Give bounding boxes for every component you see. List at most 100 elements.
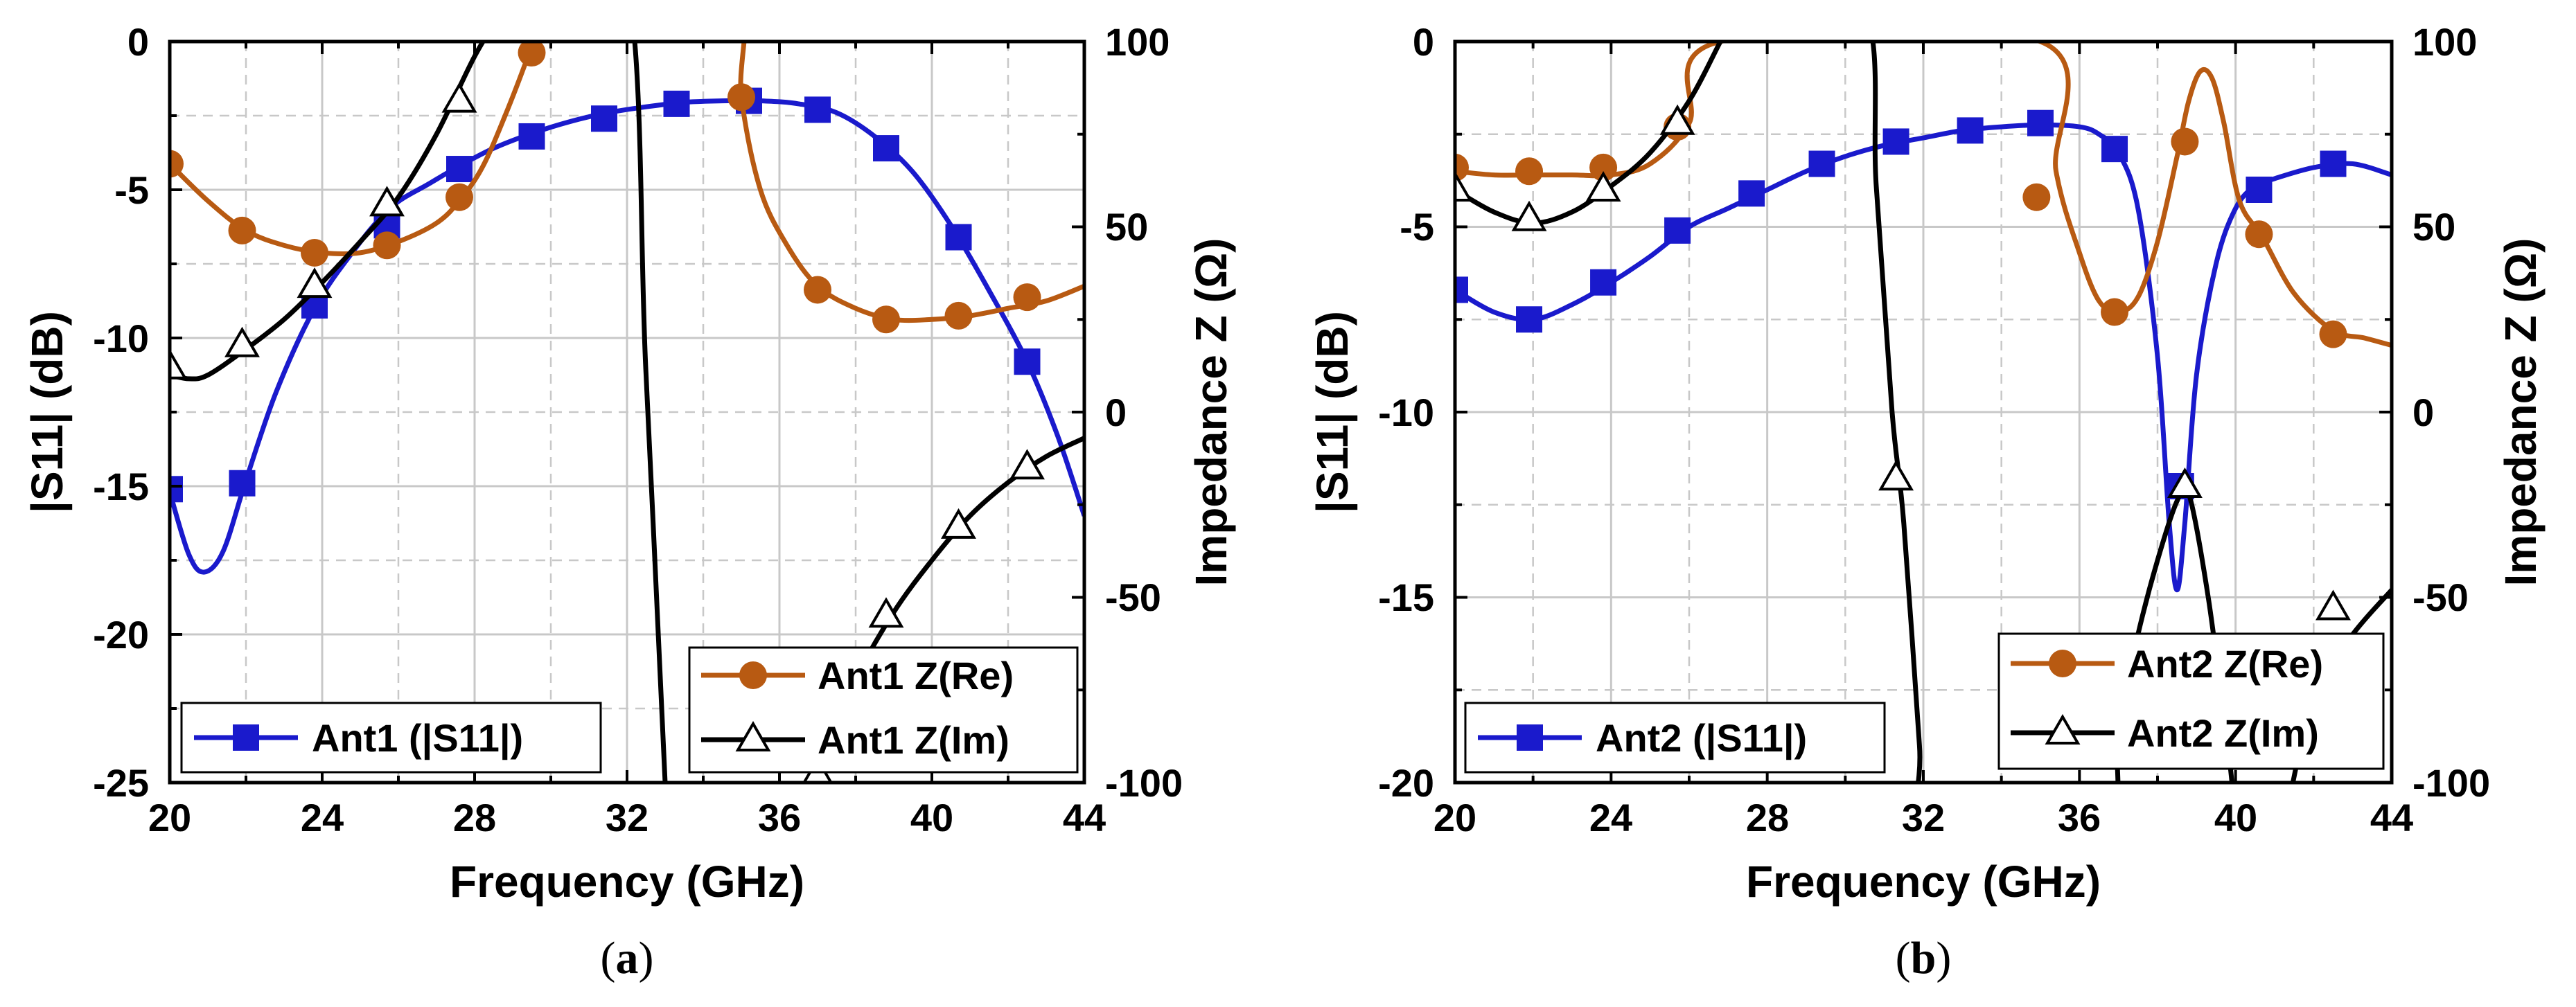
marker-triangle: [170, 348, 188, 380]
tick-marks-a: [168, 40, 1086, 784]
legend-label: Ant1 Z(Re): [818, 654, 1014, 697]
marker-square: [945, 224, 972, 251]
x-tick-label: 24: [301, 796, 344, 839]
marker-square: [1014, 348, 1041, 375]
marker-circle: [518, 42, 546, 67]
x-tick-label: 36: [758, 796, 801, 839]
marker-triangle: [868, 597, 904, 628]
legend-left-a: Ant1 (|S11|): [180, 702, 602, 774]
caption-letter-a: a: [616, 933, 639, 983]
marker-triangle: [2167, 467, 2203, 498]
x-tick-label: 40: [910, 796, 953, 839]
chart-panel-a: 20 24 28 32 36 40 44 0 -5 -10 -15 -20 -2…: [22, 20, 1236, 983]
marker-circle: [2319, 320, 2347, 348]
marker-triangle: [1659, 104, 1695, 135]
x-tick-label: 28: [453, 796, 496, 839]
marker-triangle: [224, 326, 260, 357]
marker-square: [1516, 306, 1543, 333]
y-right-axis-label-a: Impedance Z (Ω): [1186, 238, 1236, 587]
y-right-tick-label: -100: [2412, 761, 2490, 805]
x-axis-label-b: Frequency (GHz): [1746, 857, 2101, 907]
x-tick-label: 44: [2370, 796, 2413, 839]
legend-marker-square: [1517, 724, 1543, 751]
y-left-tick-label: -5: [114, 168, 149, 212]
x-tick-label: 44: [1063, 796, 1106, 839]
legend-right-a: Ant1 Z(Re) Ant1 Z(Im): [688, 646, 1079, 774]
y-left-tick-label: -10: [93, 317, 149, 360]
marker-circle: [373, 231, 401, 260]
marker-square: [663, 90, 690, 117]
caption-letter-b: b: [1911, 933, 1937, 983]
legend-marker-circle: [2049, 650, 2076, 677]
legend-label: Ant1 Z(Im): [818, 718, 1009, 762]
marker-square: [1882, 128, 1909, 155]
x-tick-label: 20: [148, 796, 191, 839]
x-tick-label: 20: [1433, 796, 1476, 839]
marker-triangle: [441, 82, 477, 113]
marker-square: [1455, 276, 1468, 303]
legend-right-b: Ant2 Z(Re) Ant2 Z(Im): [1997, 632, 2385, 770]
marker-triangle: [297, 267, 333, 298]
marker-circle: [2245, 220, 2273, 249]
marker-square: [1957, 117, 1984, 144]
y-right-tick-label: 0: [2412, 391, 2434, 434]
marker-square: [1590, 269, 1617, 296]
marker-square: [873, 135, 899, 162]
y-left-tick-label: -25: [93, 761, 149, 805]
marker-circle: [2022, 183, 2051, 211]
marker-square: [591, 105, 617, 132]
marker-square: [2027, 109, 2054, 136]
y-right-tick-label: -100: [1105, 761, 1183, 805]
y-right-tick-label: 50: [1105, 205, 1148, 249]
series-line-zre: [170, 42, 1084, 323]
marker-triangle: [941, 508, 976, 539]
marker-triangle: [1455, 171, 1473, 202]
chart-panel-b: 20 24 28 32 36 40 44 0 -5 -10 -15 -20 10…: [1307, 20, 2546, 983]
marker-circle: [944, 301, 973, 330]
plot-area-b: [1455, 42, 2392, 783]
legend-label: Ant2 (|S11|): [1596, 716, 1807, 760]
marker-triangle: [1009, 449, 1045, 480]
x-tick-label: 32: [1902, 796, 1945, 839]
y-left-tick-label: -15: [1378, 576, 1434, 619]
marker-square: [2101, 136, 2128, 163]
marker-circle: [445, 183, 473, 211]
y-right-axis-label-b: Impedance Z (Ω): [2496, 238, 2546, 587]
marker-square: [1664, 217, 1691, 244]
y-left-tick-label: -20: [1378, 761, 1434, 805]
marker-circle: [1589, 153, 1618, 181]
x-tick-label: 40: [2214, 796, 2257, 839]
marker-triangle: [369, 186, 405, 217]
x-tick-label: 36: [2058, 796, 2101, 839]
legend-label: Ant2 Z(Im): [2127, 711, 2319, 755]
marker-triangle: [2315, 589, 2351, 621]
marker-circle: [2101, 298, 2129, 326]
x-tick-label: 28: [1746, 796, 1789, 839]
marker-triangle: [1511, 200, 1547, 231]
caption-a: (a): [601, 933, 654, 983]
y-right-tick-label: 0: [1105, 391, 1127, 434]
y-right-tick-label: 100: [1105, 20, 1170, 64]
legend-marker-triangle: [2045, 714, 2081, 745]
marker-triangle: [1878, 460, 1914, 491]
x-tick-label: 24: [1589, 796, 1632, 839]
y-right-tick-label: 100: [2412, 20, 2477, 64]
marker-square: [804, 96, 831, 123]
plot-area-a: [170, 42, 1084, 783]
legend-label: Ant1 (|S11|): [312, 716, 523, 760]
x-axis-label-a: Frequency (GHz): [450, 857, 804, 907]
caption-b: (b): [1896, 933, 1952, 983]
marker-triangle: [1585, 171, 1621, 202]
series-line-zim: [1455, 42, 2392, 783]
marker-square: [1808, 150, 1835, 177]
y-left-axis-label-a: |S11| (dB): [22, 311, 73, 513]
series-line-zim: [170, 42, 1084, 783]
y-left-tick-label: -5: [1400, 205, 1434, 249]
marker-circle: [1515, 157, 1544, 186]
legend-left-b: Ant2 (|S11|): [1464, 702, 1886, 774]
marker-circle: [228, 216, 256, 244]
legend-marker-triangle: [735, 721, 771, 751]
marker-square: [2246, 177, 2273, 203]
legend-label: Ant2 Z(Re): [2127, 642, 2323, 686]
y-left-tick-label: -10: [1378, 391, 1434, 434]
